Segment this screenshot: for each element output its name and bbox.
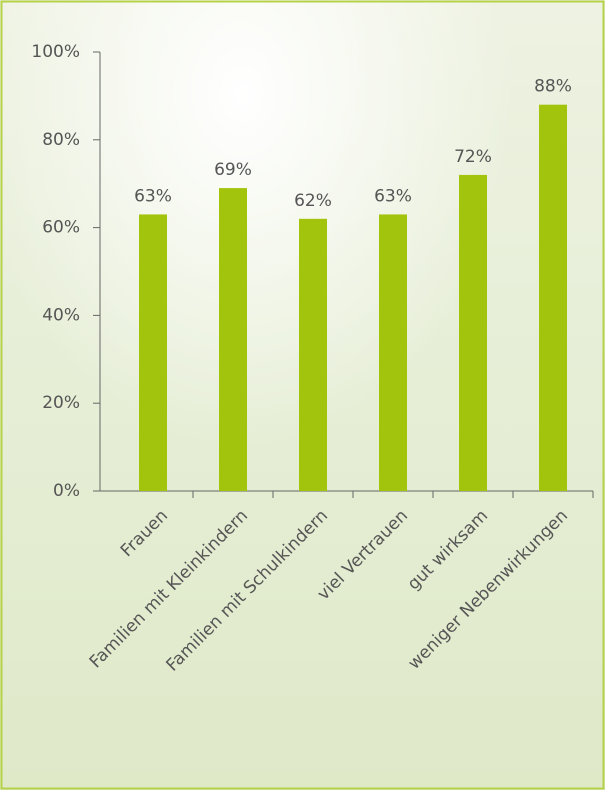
y-tick-label: 60% (42, 218, 80, 238)
y-tick-label: 80% (42, 130, 80, 150)
y-tick-label: 100% (31, 42, 80, 62)
value-label: 63% (134, 186, 172, 206)
bar (539, 105, 567, 491)
page: 0%20%40%60%80%100%63%Frauen69%Familien m… (0, 0, 605, 790)
y-tick-label: 40% (42, 305, 80, 325)
bar (379, 214, 407, 491)
y-tick-label: 20% (42, 393, 80, 413)
bar (299, 219, 327, 491)
bar (459, 175, 487, 491)
value-label: 72% (454, 147, 492, 167)
value-label: 69% (214, 160, 252, 180)
chart: 0%20%40%60%80%100%63%Frauen69%Familien m… (0, 0, 605, 790)
value-label: 62% (294, 191, 332, 211)
value-label: 88% (534, 77, 572, 97)
value-label: 63% (374, 186, 412, 206)
bar (139, 214, 167, 491)
y-tick-label: 0% (53, 481, 80, 501)
bar (219, 188, 247, 491)
